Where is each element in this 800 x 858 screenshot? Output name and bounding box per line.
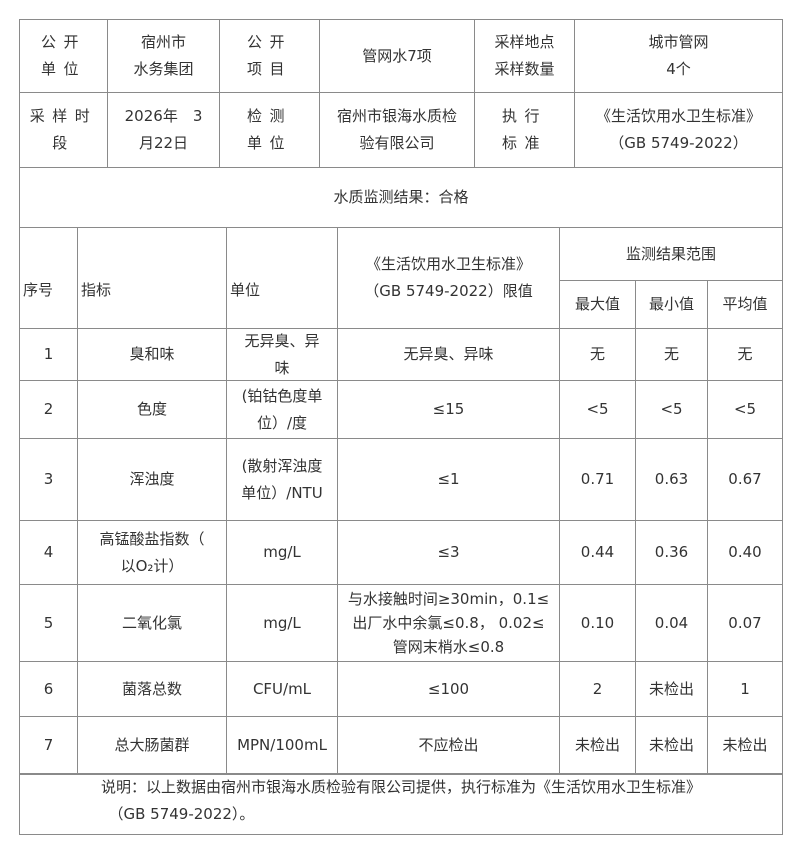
header-indicator: 指标 (77, 227, 227, 329)
cell-max: 0.71 (559, 438, 636, 521)
cell-min: 0.04 (635, 584, 708, 662)
testing-unit-value: 宿州市银海水质检 验有限公司 (319, 92, 475, 168)
cell-max: 0.44 (559, 520, 636, 585)
cell-indicator: 浑浊度 (77, 438, 227, 521)
label-sampling-period: 采样时段 (19, 92, 108, 168)
cell-avg: 0.67 (707, 438, 783, 521)
cell-limit: ≤100 (337, 661, 560, 717)
cell-no: 6 (19, 661, 78, 717)
cell-avg: 未检出 (707, 716, 783, 775)
cell-limit: ≤3 (337, 520, 560, 585)
cell-indicator: 高锰酸盐指数（ 以O₂计） (77, 520, 227, 585)
label-publish-item: 公开 项目 (219, 19, 320, 93)
cell-min: 未检出 (635, 661, 708, 717)
publish-unit-value: 宿州市 水务集团 (107, 19, 220, 93)
label-standard: 执行 标准 (474, 92, 575, 168)
cell-min: 未检出 (635, 716, 708, 775)
cell-indicator: 菌落总数 (77, 661, 227, 717)
cell-unit: (散射浑浊度 单位）/NTU (226, 438, 338, 521)
cell-min: 0.63 (635, 438, 708, 521)
label-testing-unit: 检测 单位 (219, 92, 320, 168)
header-range: 监测结果范围 (559, 227, 783, 281)
cell-unit: MPN/100mL (226, 716, 338, 775)
cell-max: 2 (559, 661, 636, 717)
header-min: 最小值 (635, 280, 708, 329)
cell-avg: 无 (707, 328, 783, 381)
cell-limit: 无异臭、异味 (337, 328, 560, 381)
cell-limit: 与水接触时间≥30min，0.1≤ 出厂水中余氯≤0.8， 0.02≤ 管网末梢水≤… (337, 584, 560, 662)
cell-unit: CFU/mL (226, 661, 338, 717)
cell-min: 0.36 (635, 520, 708, 585)
header-unit: 单位 (226, 227, 338, 329)
cell-min: <5 (635, 380, 708, 439)
cell-no: 5 (19, 584, 78, 662)
cell-unit: 无异臭、异味 (226, 328, 338, 381)
cell-unit: (铂钴色度单 位）/度 (226, 380, 338, 439)
label-sampling-site: 采样地点 采样数量 (474, 19, 575, 93)
cell-max: 无 (559, 328, 636, 381)
cell-indicator: 总大肠菌群 (77, 716, 227, 775)
header-max: 最大值 (559, 280, 636, 329)
cell-avg: 0.07 (707, 584, 783, 662)
cell-limit: 不应检出 (337, 716, 560, 775)
cell-avg: 1 (707, 661, 783, 717)
cell-max: <5 (559, 380, 636, 439)
cell-max: 0.10 (559, 584, 636, 662)
cell-no: 4 (19, 520, 78, 585)
cell-limit: ≤1 (337, 438, 560, 521)
footnote: 说明：以上数据由宿州市银海水质检验有限公司提供，执行标准为《生活饮用水卫生标准》… (19, 773, 783, 835)
header-no: 序号 (19, 227, 78, 329)
cell-indicator: 臭和味 (77, 328, 227, 381)
standard-value: 《生活饮用水卫生标准》 （GB 5749-2022） (574, 92, 783, 168)
cell-no: 2 (19, 380, 78, 439)
header-avg: 平均值 (707, 280, 783, 329)
cell-limit: ≤15 (337, 380, 560, 439)
cell-no: 7 (19, 716, 78, 775)
cell-min: 无 (635, 328, 708, 381)
cell-indicator: 色度 (77, 380, 227, 439)
cell-avg: <5 (707, 380, 783, 439)
cell-avg: 0.40 (707, 520, 783, 585)
sampling-period-value: 2026年 3 月22日 (107, 92, 220, 168)
label-publish-unit: 公开 单位 (19, 19, 108, 93)
publish-item-value: 管网水7项 (319, 19, 475, 93)
cell-indicator: 二氧化氯 (77, 584, 227, 662)
sampling-site-value: 城市管网 4个 (574, 19, 783, 93)
cell-unit: mg/L (226, 584, 338, 662)
cell-no: 1 (19, 328, 78, 381)
cell-max: 未检出 (559, 716, 636, 775)
cell-unit: mg/L (226, 520, 338, 585)
monitoring-result: 水质监测结果：合格 (19, 167, 783, 228)
header-limit: 《生活饮用水卫生标准》 （GB 5749-2022）限值 (337, 227, 560, 329)
cell-no: 3 (19, 438, 78, 521)
